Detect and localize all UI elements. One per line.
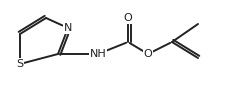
- Text: S: S: [16, 59, 24, 69]
- Text: NH: NH: [90, 49, 106, 59]
- Text: O: O: [124, 13, 132, 23]
- Text: N: N: [64, 23, 72, 33]
- Text: O: O: [144, 49, 152, 59]
